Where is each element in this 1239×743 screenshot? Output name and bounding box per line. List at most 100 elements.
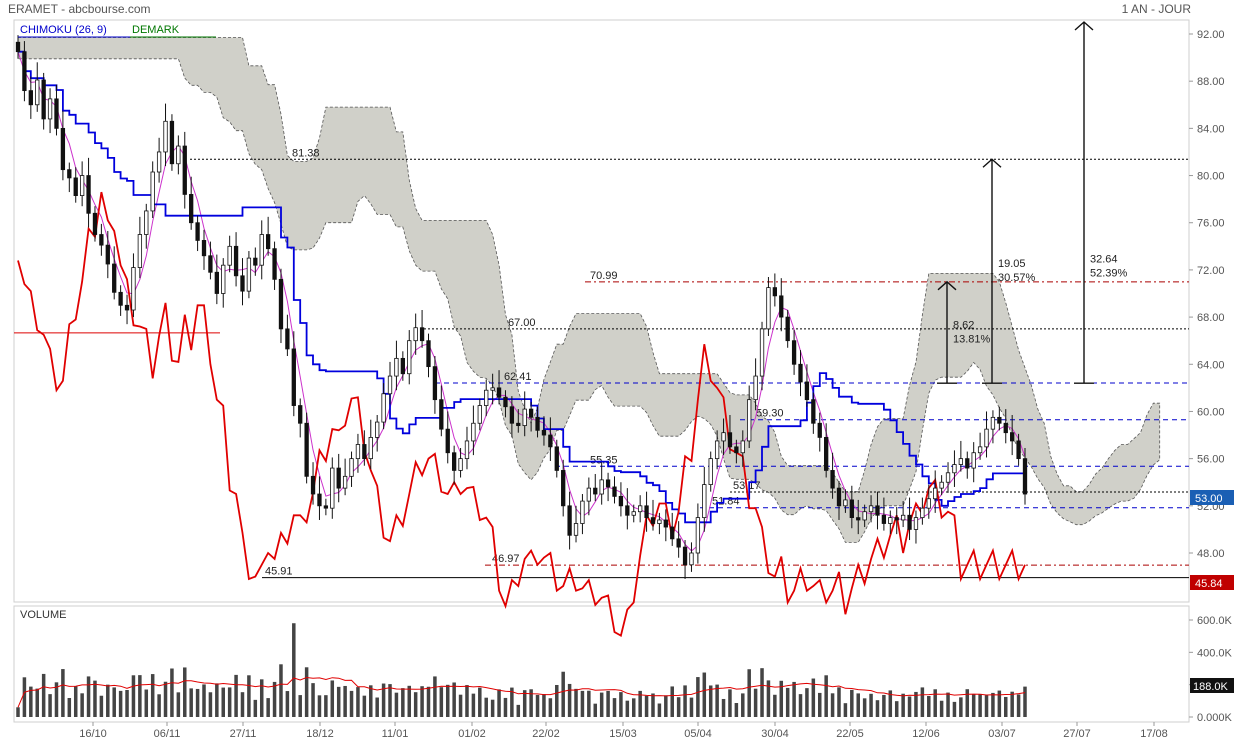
candle-body (400, 357, 405, 375)
date-tick-label: 16/10 (79, 728, 107, 740)
volume-bar (978, 693, 982, 717)
legend-ichimoku: CHIMOKU (26, 9) (20, 24, 107, 36)
candle-body (965, 458, 970, 469)
candle-body (836, 487, 842, 507)
price-tick-label: 80.00 (1197, 171, 1225, 183)
candle-body (997, 416, 1002, 424)
volume-bar (728, 689, 732, 717)
volume-bar (317, 695, 322, 717)
candle-body (86, 175, 91, 214)
candle-body (1016, 440, 1021, 460)
volume-bar (458, 694, 463, 717)
candle-body (368, 437, 373, 460)
volume-bar (54, 682, 59, 717)
volume-bar (837, 687, 841, 717)
candle-body (387, 375, 393, 395)
volume-bar (41, 673, 46, 717)
candle-body (496, 387, 502, 398)
candle-body (618, 495, 624, 507)
volume-bar (497, 689, 501, 717)
volume-bar (599, 692, 604, 717)
volume-bar (138, 675, 142, 717)
date-tick-label: 05/04 (684, 728, 712, 740)
volume-bar (330, 680, 335, 717)
level-label: 59.30 (756, 408, 784, 420)
candle-body (984, 428, 989, 448)
volume-bar (843, 703, 848, 717)
last-volume-tag-bg (1190, 678, 1234, 693)
kijun-line (17, 50, 1026, 524)
candle-body (528, 408, 534, 418)
measure-arrowhead (1074, 21, 1094, 31)
volume-bar (644, 695, 649, 717)
lagging-line (17, 191, 1026, 637)
volume-bar (388, 684, 392, 717)
candle-body (952, 464, 957, 474)
candle-body (253, 257, 258, 266)
candle-body (112, 263, 117, 293)
volume-bar (189, 688, 193, 717)
volume-bar (112, 687, 116, 717)
candle-body (804, 381, 810, 401)
volume-bar (22, 677, 27, 717)
candle-body (28, 90, 33, 106)
candle-body (958, 458, 964, 465)
candle-body (464, 440, 470, 460)
candle-body (766, 287, 771, 330)
volume-bar (830, 693, 835, 717)
price-tick-label: 84.00 (1197, 123, 1225, 135)
volume-bar (792, 681, 796, 717)
volume-bar (426, 686, 431, 717)
volume-bar (715, 684, 719, 717)
date-tick-label: 17/08 (1140, 728, 1168, 740)
volume-bar (856, 693, 860, 717)
candle-body (445, 428, 450, 454)
volume-bar (150, 674, 155, 717)
price-tick-label: 92.00 (1197, 29, 1225, 41)
volume-bar (766, 680, 771, 717)
volume-bar (965, 689, 970, 717)
candle-body (817, 422, 822, 438)
candle-body (573, 523, 579, 536)
candle-body (144, 210, 149, 235)
volume-bar (144, 689, 149, 717)
volume-bar (445, 684, 450, 717)
measure-percent: 52.39% (1090, 268, 1128, 280)
candle-body (702, 484, 707, 519)
volume-bar (779, 680, 784, 717)
last-volume-tag: 188.0K (1193, 681, 1229, 693)
low-price-tag-bg (1190, 575, 1234, 590)
candle-body (548, 434, 553, 448)
volume-bar (35, 688, 39, 717)
volume-bar (272, 681, 277, 717)
volume-bar (343, 685, 347, 717)
candle-body (79, 175, 85, 196)
volume-bar (176, 692, 181, 717)
chart-title: ERAMET - abcbourse.com (8, 2, 151, 16)
price-tick-label: 60.00 (1197, 406, 1225, 418)
candle-body (362, 444, 367, 460)
volume-bar (131, 675, 136, 717)
candle-body (259, 234, 264, 266)
candle-body (355, 444, 361, 460)
volume-bar (708, 685, 713, 717)
candle-body (439, 399, 444, 430)
candle-body (567, 505, 572, 536)
volume-bar (933, 689, 937, 717)
candle-body (843, 499, 848, 507)
legend-demark: DEMARK (132, 24, 180, 36)
candle-body (798, 363, 803, 383)
volume-bar (29, 686, 33, 717)
volume-bar (991, 692, 995, 717)
volume-tick-label: 0.000K (1197, 712, 1233, 724)
candle-body (727, 432, 733, 448)
candle-body (888, 517, 893, 524)
volume-bar (240, 692, 245, 717)
volume-bar (163, 681, 168, 717)
volume-bar (773, 694, 777, 717)
level-label: 70.99 (590, 270, 618, 282)
volume-bar (702, 672, 707, 717)
candle-body (407, 340, 412, 375)
candle-body (933, 487, 938, 500)
